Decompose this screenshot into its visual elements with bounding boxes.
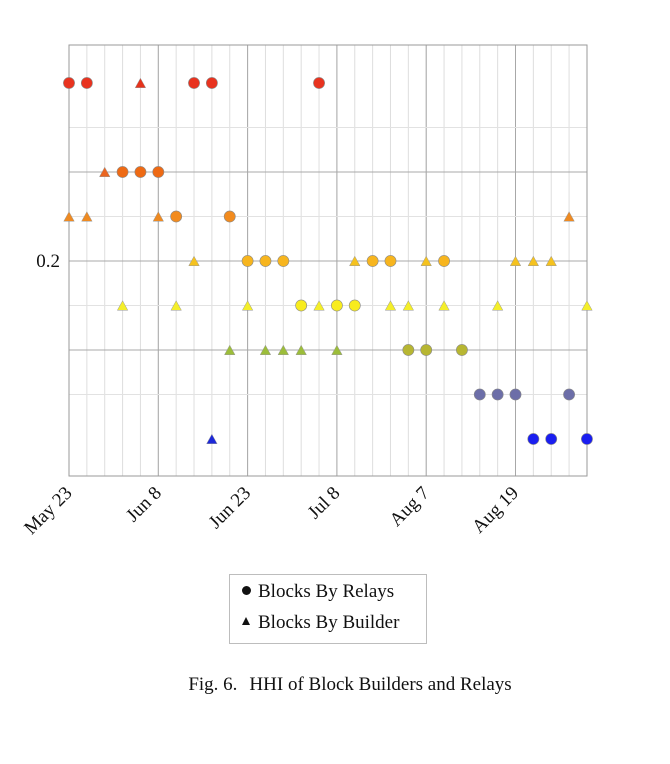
y-axis: 0.2 — [36, 251, 60, 272]
builder-point — [509, 255, 522, 266]
builder-point — [545, 255, 557, 266]
filled-circle-marker-icon — [238, 581, 254, 603]
relay-point — [116, 166, 129, 178]
relay-point — [545, 433, 558, 445]
legend-label-relays: Blocks By Relays — [258, 581, 395, 602]
legend-label-builder: Blocks By Builder — [258, 612, 400, 633]
relay-point — [348, 299, 361, 312]
relay-point — [188, 77, 200, 89]
relay-point — [456, 344, 468, 356]
builder-point — [438, 300, 450, 311]
builder-point — [313, 300, 325, 311]
builder-point — [188, 255, 200, 266]
x-tick-label: Jul 8 — [304, 483, 345, 524]
relay-point — [402, 344, 415, 356]
relay-point — [170, 210, 183, 223]
legend-item-relays: Blocks By Relays — [238, 581, 394, 603]
legend-item-builder: Blocks By Builder — [238, 612, 399, 634]
builder-point — [402, 300, 415, 311]
builder-point — [295, 344, 307, 355]
caption-label: Fig. 6. — [188, 674, 238, 695]
x-tick-label: May 23 — [20, 483, 76, 539]
builder-point — [134, 77, 147, 88]
relay-point — [80, 77, 93, 89]
builder-point — [259, 344, 272, 355]
relay-point — [330, 299, 343, 312]
builder-point — [116, 300, 129, 311]
relay-point — [63, 77, 75, 89]
builder-point — [152, 211, 164, 222]
data-points — [63, 77, 593, 445]
relay-point — [581, 433, 593, 445]
relay-point — [420, 344, 433, 356]
relay-point — [134, 166, 147, 178]
builder-point — [331, 344, 343, 355]
relay-point — [295, 299, 308, 312]
grid-lines — [68, 45, 587, 476]
plot-frame — [68, 44, 588, 477]
x-tick-label: Jun 23 — [205, 483, 255, 533]
builder-point — [206, 433, 218, 444]
hhi-scatter-chart: 0.2 May 23 Jun 8 Jun 23 Jul 8 Aug 7 Aug 19 — [20, 44, 593, 539]
figure-caption: Fig. 6. HHI of Block Builders and Relays — [0, 674, 670, 696]
caption-text: HHI of Block Builders and Relays — [249, 674, 512, 695]
x-tick-label: Jun 8 — [122, 483, 166, 527]
x-axis: May 23 Jun 8 Jun 23 Jul 8 Aug 7 Aug 19 — [20, 483, 523, 539]
builder-point — [420, 255, 432, 266]
relay-point — [384, 255, 397, 267]
relay-point — [241, 255, 254, 267]
builder-point — [349, 255, 361, 266]
relay-point — [366, 255, 379, 267]
relay-point — [491, 388, 504, 401]
x-tick-label: Aug 19 — [468, 483, 523, 538]
builder-point — [527, 255, 540, 266]
relay-point — [277, 255, 290, 267]
y-tick-label: 0.2 — [36, 251, 60, 272]
relay-point — [509, 388, 522, 401]
filled-triangle-marker-icon — [238, 612, 254, 634]
relay-point — [438, 255, 450, 267]
builder-point — [384, 300, 397, 311]
builder-point — [224, 344, 236, 355]
legend: Blocks By Relays Blocks By Builder — [229, 574, 427, 644]
relay-point — [473, 388, 486, 401]
relay-point — [563, 388, 575, 401]
relay-point — [205, 77, 218, 89]
builder-point — [81, 211, 93, 222]
builder-point — [563, 211, 575, 222]
builder-point — [277, 344, 289, 355]
builder-point — [491, 300, 504, 311]
relay-point — [152, 166, 165, 178]
builder-point — [241, 300, 254, 311]
relay-point — [527, 433, 540, 445]
builder-point — [99, 166, 111, 177]
builder-point — [170, 300, 182, 311]
builder-point — [581, 300, 593, 311]
relay-point — [259, 255, 272, 267]
relay-point — [223, 210, 236, 223]
x-tick-label: Aug 7 — [386, 483, 434, 531]
relay-point — [313, 77, 325, 89]
builder-point — [63, 211, 75, 222]
